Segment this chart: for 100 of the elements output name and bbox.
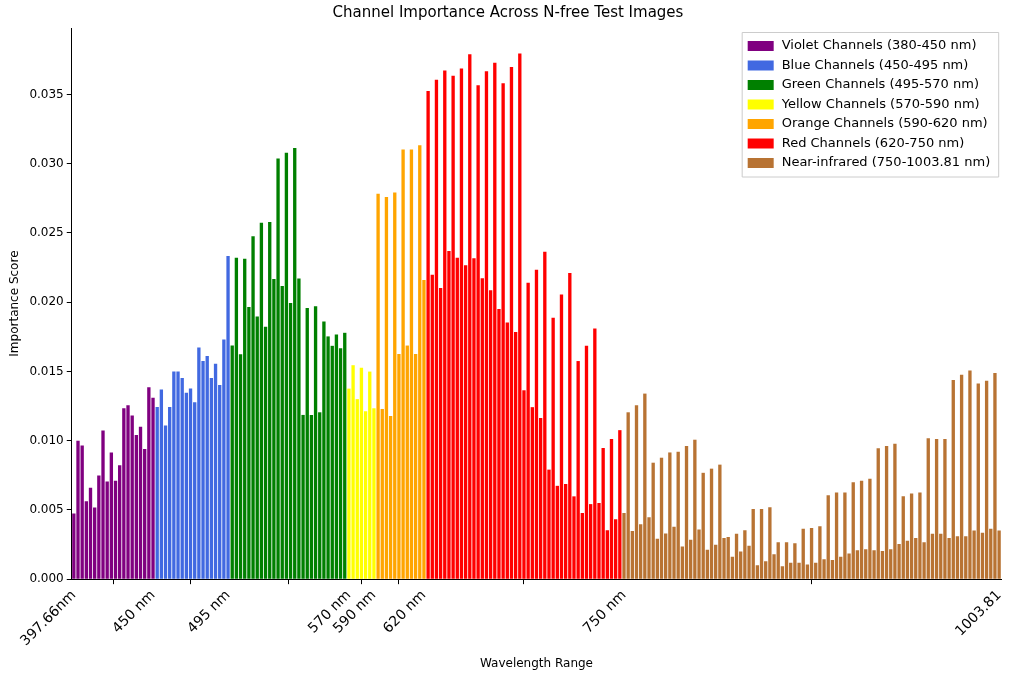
bar: [784, 542, 789, 579]
bar: [188, 388, 193, 579]
bar: [476, 85, 480, 579]
bar: [138, 426, 143, 579]
bar: [759, 509, 764, 579]
bar: [643, 393, 647, 579]
bar: [584, 345, 589, 579]
bar: [243, 258, 247, 579]
bar: [284, 152, 289, 579]
bar: [659, 457, 664, 579]
bar: [734, 533, 739, 579]
bar: [593, 328, 597, 579]
bar: [234, 257, 239, 579]
bar: [684, 445, 689, 579]
y-axis-title: Importance Score: [7, 250, 22, 357]
bar: [147, 387, 151, 579]
bar: [626, 412, 630, 579]
bar: [484, 71, 489, 579]
bar: [343, 332, 347, 579]
y-tick-label: 0.000: [29, 571, 64, 586]
x-tick-label: 620 nm: [379, 586, 429, 636]
bar: [88, 487, 93, 579]
bar: [568, 273, 572, 579]
bar: [693, 439, 697, 579]
bar: [543, 251, 547, 579]
bar: [197, 347, 201, 579]
bar: [159, 389, 164, 579]
legend-label: Orange Channels (590-620 nm): [781, 115, 988, 131]
bar: [176, 371, 180, 579]
chart-title: Channel Importance Across N-free Test Images: [332, 2, 684, 21]
bar: [376, 193, 380, 579]
bar: [126, 405, 130, 579]
bar: [459, 68, 464, 579]
y-tick-label: 0.030: [29, 155, 64, 170]
bar: [801, 528, 805, 579]
bar: [993, 373, 997, 579]
bar: [305, 308, 309, 579]
bar: [743, 530, 747, 579]
bar: [918, 492, 922, 579]
bar: [101, 430, 105, 579]
bar: [276, 158, 280, 579]
bar: [951, 380, 955, 579]
bar: [384, 197, 389, 579]
bar: [443, 70, 447, 579]
bar: [313, 306, 318, 579]
y-tick-label: 0.005: [29, 502, 64, 517]
bar: [534, 269, 539, 579]
bar: [251, 236, 255, 579]
x-tick-label: 450 nm: [108, 586, 158, 636]
bar: [393, 192, 397, 579]
bar: [493, 62, 497, 579]
bar: [601, 448, 605, 579]
bar: [668, 452, 672, 579]
bar: [634, 405, 639, 579]
legend-label: Blue Channels (450-495 nm): [781, 56, 969, 72]
y-tick-label: 0.020: [29, 294, 64, 309]
bar: [768, 507, 772, 579]
bar: [876, 448, 880, 579]
legend-label: Yellow Channels (570-590 nm): [780, 95, 980, 111]
bar: [434, 79, 439, 579]
bar: [851, 482, 855, 579]
bar: [551, 317, 555, 579]
bar: [718, 464, 722, 579]
bar: [409, 149, 414, 579]
bar: [509, 66, 514, 579]
bar: [751, 509, 755, 579]
bar: [501, 83, 505, 579]
bar: [676, 451, 680, 579]
bar: [934, 439, 939, 579]
bar: [651, 462, 655, 579]
bar: [909, 493, 914, 579]
bar: [901, 496, 905, 579]
bar: [984, 380, 989, 579]
bar: [80, 445, 84, 579]
bar: [172, 371, 176, 579]
bar: [609, 438, 614, 579]
bar: [576, 361, 580, 579]
bar: [843, 492, 847, 579]
bar: [109, 452, 114, 579]
bar: [701, 472, 705, 579]
bar: [418, 145, 422, 579]
bar: [213, 363, 218, 579]
bar: [893, 443, 897, 579]
bar: [468, 54, 472, 579]
x-tick-label: 750 nm: [579, 586, 629, 636]
bar: [401, 149, 405, 579]
bar: [709, 468, 714, 579]
bar: [76, 440, 80, 579]
bar: [559, 294, 564, 579]
y-tick-label: 0.025: [29, 225, 64, 240]
bar: [451, 75, 455, 579]
bar: [259, 222, 264, 579]
bar: [968, 370, 972, 579]
bar: [334, 334, 339, 579]
bar: [834, 492, 839, 579]
bar: [526, 282, 530, 579]
legend-label: Green Channels (495-570 nm): [781, 76, 979, 92]
bar: [859, 480, 864, 579]
bar: [943, 439, 947, 579]
bar: [826, 495, 830, 579]
